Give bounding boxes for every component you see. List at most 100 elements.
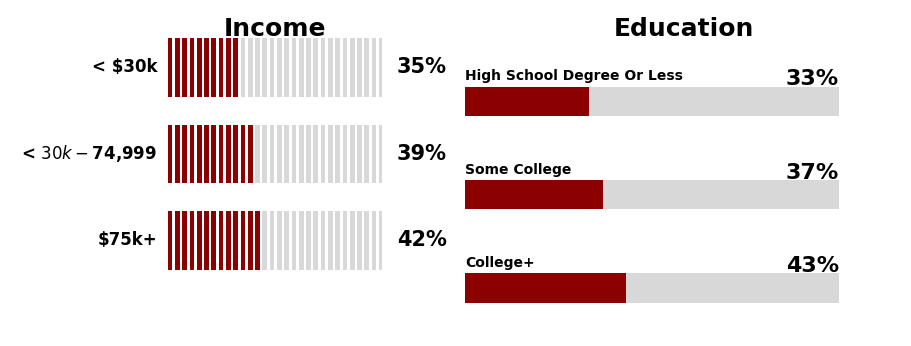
Bar (465, 86, 838, 116)
Bar (313, 38, 318, 97)
Bar (262, 38, 267, 97)
Bar (255, 211, 260, 270)
Bar (219, 125, 223, 183)
Bar (168, 125, 172, 183)
Bar (364, 38, 369, 97)
Bar (241, 38, 245, 97)
Bar (379, 38, 382, 97)
Bar (321, 38, 325, 97)
Bar (241, 125, 245, 183)
Bar (465, 86, 588, 116)
Bar (335, 125, 340, 183)
Bar (328, 211, 333, 270)
Bar (182, 125, 187, 183)
Bar (270, 211, 274, 270)
Bar (299, 125, 303, 183)
Text: 42%: 42% (396, 230, 446, 251)
Bar (313, 125, 318, 183)
Bar (328, 125, 333, 183)
Bar (343, 211, 347, 270)
Bar (357, 38, 362, 97)
Bar (182, 211, 187, 270)
Bar (175, 125, 179, 183)
Bar (313, 211, 318, 270)
Bar (248, 38, 252, 97)
Bar (343, 125, 347, 183)
Bar (189, 38, 194, 97)
Bar (255, 125, 260, 183)
Bar (343, 38, 347, 97)
Text: 35%: 35% (396, 57, 446, 78)
Bar (219, 211, 223, 270)
Text: 37%: 37% (785, 163, 838, 183)
Bar (219, 38, 223, 97)
Bar (204, 125, 209, 183)
Text: Income: Income (223, 17, 326, 41)
Bar (357, 211, 362, 270)
Text: 39%: 39% (396, 144, 446, 164)
Bar (197, 211, 201, 270)
Bar (233, 38, 238, 97)
Text: Education: Education (613, 17, 753, 41)
Bar (277, 211, 281, 270)
Bar (241, 211, 245, 270)
Bar (292, 125, 296, 183)
Text: < $30k-$74,999: < $30k-$74,999 (21, 144, 157, 164)
Bar (175, 38, 179, 97)
Bar (335, 211, 340, 270)
Bar (182, 38, 187, 97)
Text: < $30k: < $30k (91, 58, 157, 76)
Bar (372, 125, 376, 183)
Bar (277, 125, 281, 183)
Text: 33%: 33% (785, 69, 838, 89)
Bar (284, 211, 289, 270)
Bar (277, 38, 281, 97)
Bar (168, 38, 172, 97)
Bar (364, 211, 369, 270)
Bar (226, 211, 230, 270)
Bar (197, 125, 201, 183)
Bar (211, 211, 216, 270)
Text: College+: College+ (465, 256, 534, 270)
Bar (204, 38, 209, 97)
Bar (211, 38, 216, 97)
Bar (379, 211, 382, 270)
Text: High School Degree Or Less: High School Degree Or Less (465, 69, 682, 83)
Bar (233, 125, 238, 183)
Bar (299, 38, 303, 97)
Bar (465, 273, 838, 303)
Bar (350, 125, 354, 183)
Bar (270, 125, 274, 183)
Bar (364, 125, 369, 183)
Bar (321, 211, 325, 270)
Bar (299, 211, 303, 270)
Bar (255, 38, 260, 97)
Bar (306, 38, 311, 97)
Bar (204, 211, 209, 270)
Bar (262, 125, 267, 183)
Bar (372, 38, 376, 97)
Bar (350, 211, 354, 270)
Bar (262, 211, 267, 270)
Bar (328, 38, 333, 97)
Bar (197, 38, 201, 97)
Bar (357, 125, 362, 183)
Text: Some College: Some College (465, 163, 571, 176)
Bar (306, 125, 311, 183)
Bar (248, 211, 252, 270)
Bar (233, 211, 238, 270)
Text: $75k+: $75k+ (97, 231, 157, 249)
Bar (226, 125, 230, 183)
Bar (189, 211, 194, 270)
Bar (350, 38, 354, 97)
Bar (379, 125, 382, 183)
Bar (465, 180, 603, 209)
Bar (335, 38, 340, 97)
Bar (175, 211, 179, 270)
Text: 43%: 43% (785, 256, 838, 276)
Bar (292, 211, 296, 270)
Bar (211, 125, 216, 183)
Bar (372, 211, 376, 270)
Bar (465, 180, 838, 209)
Bar (306, 211, 311, 270)
